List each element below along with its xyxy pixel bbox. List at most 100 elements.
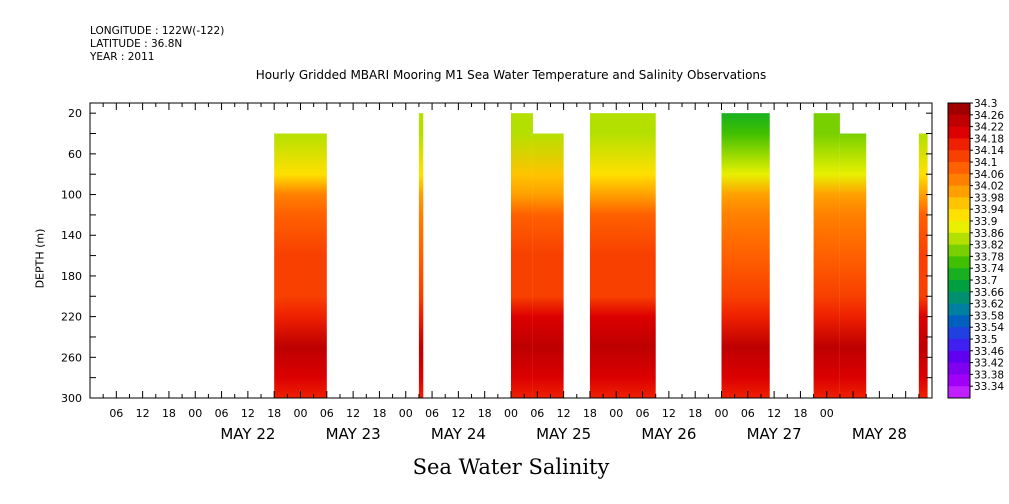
- colorbar-swatch: [948, 209, 970, 222]
- colorbar-label: 33.58: [974, 310, 1004, 322]
- colorbar-swatch: [948, 386, 970, 399]
- x-tick-label: 12: [241, 407, 255, 420]
- colorbar: 34.334.2634.2234.1834.1434.134.0634.0233…: [947, 98, 1004, 399]
- x-tick-label: 12: [346, 407, 360, 420]
- x-day-label: MAY 26: [641, 425, 696, 443]
- colorbar-label: 34.1: [974, 157, 997, 169]
- colorbar-swatch: [948, 197, 970, 210]
- colorbar-swatch: [948, 327, 970, 340]
- x-tick-label: 00: [715, 407, 729, 420]
- x-day-label: MAY 27: [747, 425, 802, 443]
- x-tick-label: 06: [530, 407, 544, 420]
- y-tick-label: 100: [61, 189, 82, 202]
- colorbar-label: 33.86: [974, 228, 1004, 240]
- data-segment: [839, 133, 867, 398]
- colorbar-swatch: [948, 221, 970, 234]
- year-label: YEAR : 2011: [90, 51, 155, 63]
- colorbar-swatch: [948, 185, 970, 198]
- variable-label: Sea Water Salinity: [412, 455, 610, 479]
- x-tick-label: 18: [162, 407, 176, 420]
- colorbar-frame: [947, 102, 971, 399]
- colorbar-label: 33.7: [974, 275, 997, 287]
- x-day-label: MAY 25: [536, 425, 591, 443]
- y-tick-label: 140: [61, 229, 82, 242]
- colorbar-swatch: [948, 268, 970, 281]
- x-tick-label: 00: [609, 407, 623, 420]
- x-tick-label: 12: [557, 407, 571, 420]
- colorbar-label: 33.62: [974, 299, 1004, 311]
- data-segment: [589, 113, 656, 398]
- x-tick-label: 06: [741, 407, 755, 420]
- colorbar-swatch: [948, 114, 970, 128]
- x-tick-label: 12: [136, 407, 150, 420]
- y-tick-label: 180: [61, 270, 82, 283]
- colorbar-swatch: [948, 232, 970, 246]
- colorbar-swatch: [948, 150, 970, 163]
- colorbar-label: 33.38: [974, 369, 1004, 381]
- x-tick-label: 18: [267, 407, 281, 420]
- y-tick-label: 300: [61, 392, 82, 405]
- x-tick-label: 18: [688, 407, 702, 420]
- x-tick-label: 18: [583, 407, 597, 420]
- colorbar-swatch: [948, 280, 970, 293]
- x-day-label: MAY 22: [220, 425, 275, 443]
- x-day-label: MAY 24: [431, 425, 486, 443]
- colorbar-swatch: [948, 103, 970, 116]
- colorbar-swatch: [948, 374, 970, 387]
- y-tick-label: 260: [61, 351, 82, 364]
- x-tick-label: 06: [425, 407, 439, 420]
- colorbar-swatch: [948, 303, 970, 316]
- colorbar-swatch: [948, 173, 970, 187]
- x-tick-label: 00: [399, 407, 413, 420]
- x-tick-label: 06: [636, 407, 650, 420]
- colorbar-swatch: [948, 256, 970, 269]
- x-tick-label: 06: [320, 407, 334, 420]
- x-tick-label: 00: [820, 407, 834, 420]
- x-day-label: MAY 23: [326, 425, 381, 443]
- colorbar-label: 34.14: [974, 145, 1004, 157]
- colorbar-label: 33.54: [974, 322, 1004, 334]
- x-tick-label: 18: [372, 407, 386, 420]
- colorbar-label: 34.06: [974, 169, 1004, 181]
- x-tick-label: 00: [504, 407, 518, 420]
- colorbar-label: 33.78: [974, 251, 1004, 263]
- y-tick-label: 20: [68, 107, 82, 120]
- latitude-label: LATITUDE : 36.8N: [90, 38, 183, 50]
- colorbar-label: 34.18: [974, 133, 1004, 145]
- colorbar-label: 33.82: [974, 240, 1004, 252]
- y-tick-label: 60: [68, 148, 82, 161]
- colorbar-label: 34.02: [974, 181, 1004, 193]
- colorbar-label: 33.94: [974, 204, 1004, 216]
- colorbar-label: 34.26: [974, 110, 1004, 122]
- colorbar-label: 33.66: [974, 287, 1004, 299]
- data-segment: [274, 133, 327, 398]
- x-tick-label: 12: [451, 407, 465, 420]
- x-tick-label: 12: [662, 407, 676, 420]
- colorbar-swatch: [948, 315, 970, 328]
- colorbar-label: 33.46: [974, 346, 1004, 358]
- x-tick-label: 00: [294, 407, 308, 420]
- colorbar-swatch: [948, 126, 970, 139]
- colorbar-swatch: [948, 362, 970, 375]
- data-segment: [511, 113, 533, 398]
- colorbar-swatch: [948, 138, 970, 151]
- colorbar-label: 33.9: [974, 216, 997, 228]
- colorbar-label: 33.5: [974, 334, 997, 346]
- data-segment: [418, 113, 424, 398]
- colorbar-label: 33.42: [974, 358, 1004, 370]
- x-tick-label: 00: [188, 407, 202, 420]
- colorbar-swatch: [948, 291, 970, 305]
- colorbar-swatch: [948, 339, 970, 352]
- data-segment: [918, 133, 928, 398]
- data-segment: [532, 133, 564, 398]
- plot-area: [274, 113, 928, 398]
- colorbar-label: 33.98: [974, 192, 1004, 204]
- x-tick-label: 18: [478, 407, 492, 420]
- x-tick-label: 12: [767, 407, 781, 420]
- chart-title: Hourly Gridded MBARI Mooring M1 Sea Wate…: [255, 68, 767, 82]
- y-tick-label: 220: [61, 311, 82, 324]
- x-tick-label: 18: [793, 407, 807, 420]
- x-tick-label: 06: [215, 407, 229, 420]
- x-day-label: MAY 28: [852, 425, 907, 443]
